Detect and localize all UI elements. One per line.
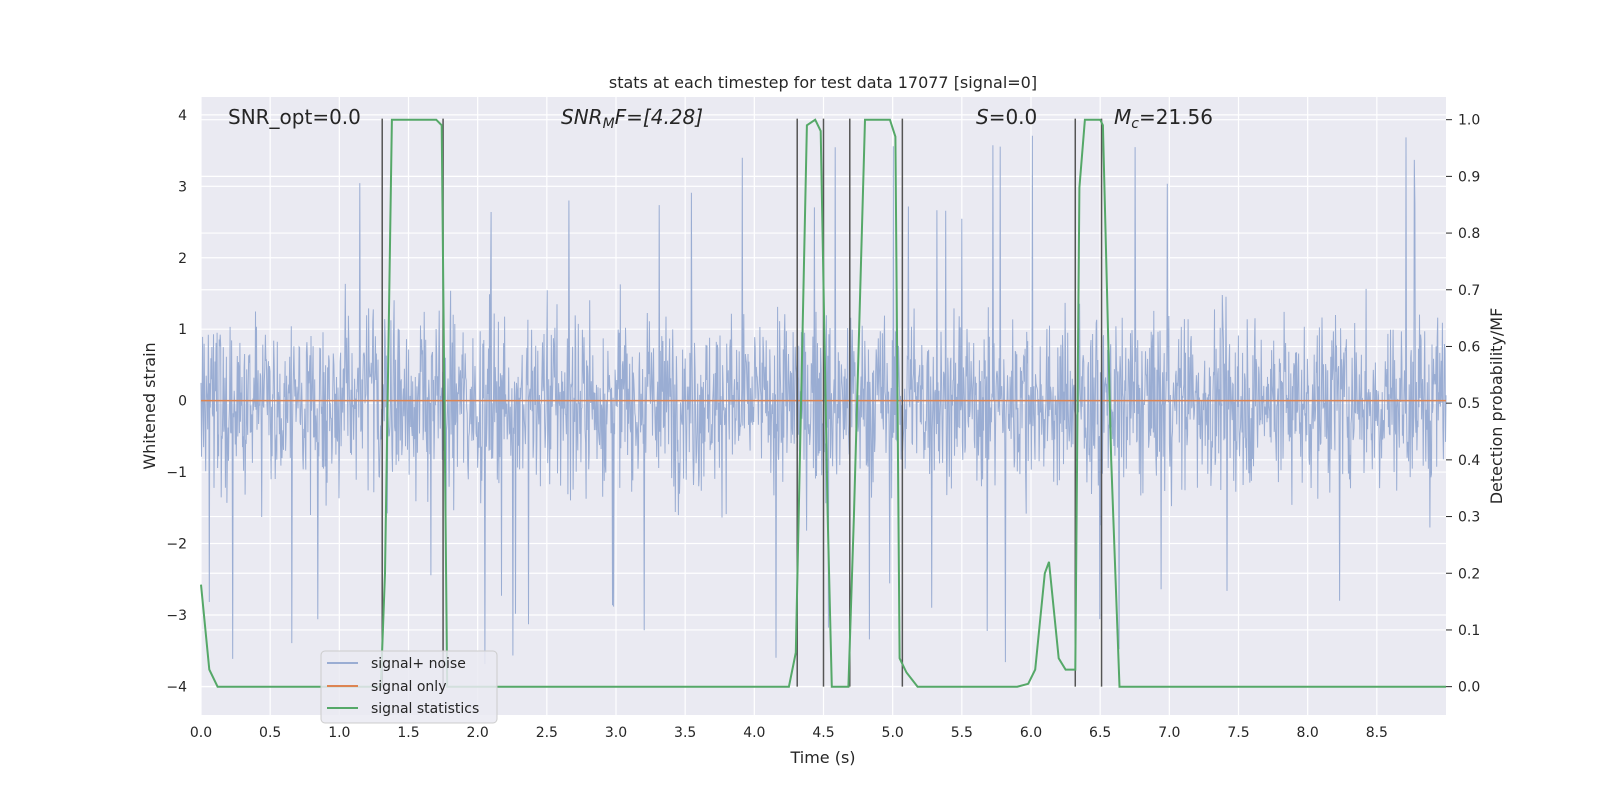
annotation-chirp-mass: Mc=21.56	[1114, 105, 1213, 132]
legend-label-signal-plus-noise: signal+ noise	[371, 656, 466, 672]
x-tick-label: 1.0	[328, 725, 350, 741]
y-left-tick-label: −2	[166, 537, 187, 553]
legend-label-signal-only: signal only	[371, 679, 446, 695]
y-right-tick-label: 0.5	[1458, 396, 1480, 412]
y-axis-right-label: Detection probability/MF	[1487, 308, 1506, 505]
legend-label-signal-statistics: signal statistics	[371, 701, 479, 717]
y-right-tick-label: 0.2	[1458, 566, 1480, 582]
series-signal-statistics	[200, 118, 1446, 688]
axis-ticks: 0.0 0.5 1.0 1.5 2.0 2.5 3.0 3.5 4.0 4.5 5.0 5.5 6.0 6…	[166, 108, 1480, 741]
y-right-tick-label: 0.0	[1458, 680, 1480, 696]
legend: signal+ noise signal only signal statist…	[320, 650, 498, 724]
x-tick-label: 0.0	[190, 725, 212, 741]
y-left-tick-label: −4	[166, 679, 187, 695]
y-left-tick-label: 1	[178, 322, 187, 338]
x-axis-label: Time (s)	[789, 748, 855, 767]
y-right-tick-label: 0.8	[1458, 226, 1480, 242]
chart-title: stats at each timestep for test data 170…	[609, 73, 1037, 92]
y-right-tick-label: 0.3	[1458, 510, 1480, 526]
y-right-tick-label: 0.9	[1458, 169, 1480, 185]
x-tick-label: 5.5	[951, 725, 973, 741]
y-right-tick-label: 0.6	[1458, 339, 1480, 355]
y-left-tick-label: −1	[166, 465, 187, 481]
x-tick-label: 2.5	[536, 725, 558, 741]
x-tick-label: 0.5	[259, 725, 281, 741]
y-left-tick-label: 3	[178, 179, 187, 195]
x-tick-label: 6.0	[1020, 725, 1042, 741]
x-tick-label: 6.5	[1089, 725, 1111, 741]
y-right-tick-label: 1.0	[1458, 113, 1480, 129]
x-tick-label: 4.5	[812, 725, 834, 741]
x-tick-label: 7.0	[1158, 725, 1180, 741]
y-right-tick-label: 0.4	[1458, 453, 1480, 469]
annotation-s: S=0.0	[976, 105, 1037, 129]
y-left-tick-label: 4	[178, 108, 187, 124]
x-tick-label: 8.5	[1366, 725, 1388, 741]
y-right-tick-label: 0.7	[1458, 283, 1480, 299]
legend-box	[320, 650, 498, 724]
x-tick-label: 7.5	[1227, 725, 1249, 741]
y-right-tick-label: 0.1	[1458, 623, 1480, 639]
signal-statistics-line	[200, 118, 1446, 688]
x-tick-label: 5.0	[882, 725, 904, 741]
annotation-snr-opt: SNR_opt=0.0	[228, 105, 361, 129]
annotation-snr-mf: SNRMF=[4.28]	[561, 105, 703, 132]
x-tick-label: 8.0	[1297, 725, 1319, 741]
y-left-tick-label: 2	[178, 251, 187, 267]
y-left-tick-label: 0	[178, 394, 187, 410]
x-tick-label: 3.0	[605, 725, 627, 741]
x-tick-label: 2.0	[467, 725, 489, 741]
y-axis-left-label: Whitened strain	[140, 342, 159, 469]
x-tick-label: 4.0	[743, 725, 765, 741]
x-tick-label: 3.5	[674, 725, 696, 741]
y-left-tick-label: −3	[166, 608, 187, 624]
x-tick-label: 1.5	[397, 725, 419, 741]
